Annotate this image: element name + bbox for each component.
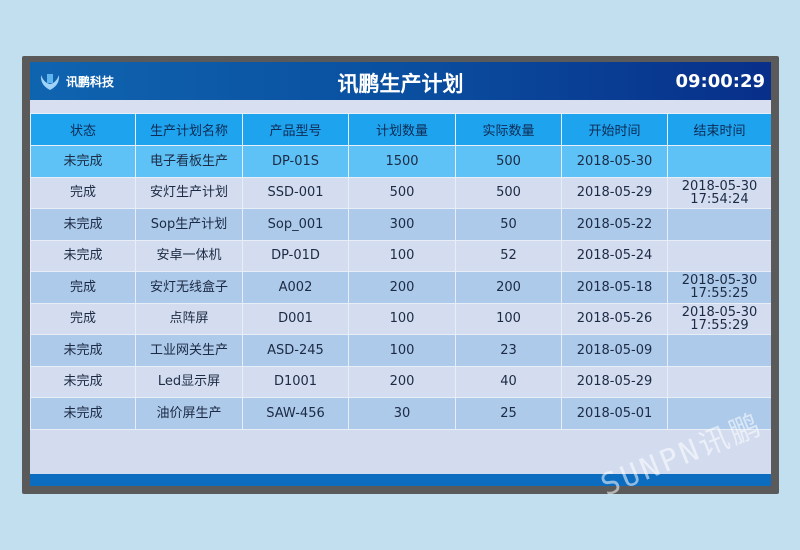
table-cell: 未完成 [30, 334, 136, 367]
table-cell: 52 [455, 239, 562, 272]
table-header-row: 状态 生产计划名称 产品型号 计划数量 实际数量 开始时间 结束时间 [30, 113, 771, 146]
table-cell: A002 [242, 271, 349, 304]
column-header: 生产计划名称 [135, 113, 243, 146]
table-cell: 100 [348, 334, 456, 367]
table-cell: 油价屏生产 [135, 397, 243, 430]
table-cell: 完成 [30, 176, 136, 209]
table-cell: SAW-456 [242, 397, 349, 430]
table-cell: 完成 [30, 271, 136, 304]
table-row[interactable]: 完成 安灯生产计划 SSD-001 500 500 2018-05-29 2018-05-3… [30, 176, 771, 209]
table-cell: 2018-05-22 [561, 208, 668, 241]
table-cell: DP-01D [242, 239, 349, 272]
table-cell: 电子看板生产 [135, 145, 243, 178]
table-cell: 未完成 [30, 145, 136, 178]
table-cell: 未完成 [30, 239, 136, 272]
table-cell: 安灯生产计划 [135, 176, 243, 209]
table-cell: 2018-05-29 [561, 176, 668, 209]
table-cell: D001 [242, 302, 349, 335]
table-cell: ASD-245 [242, 334, 349, 367]
column-header: 计划数量 [348, 113, 456, 146]
table-cell: 安卓一体机 [135, 239, 243, 272]
table-cell: 50 [455, 208, 562, 241]
table-cell: 200 [455, 271, 562, 304]
table-cell [667, 208, 771, 241]
table-cell: 200 [348, 365, 456, 398]
header-strip [30, 100, 771, 113]
header-bar: 讯鹏科技 讯鹏生产计划 09:00:29 [30, 62, 771, 100]
table-cell [667, 239, 771, 272]
table-cell: 100 [348, 302, 456, 335]
clock: 09:00:29 [675, 71, 765, 92]
table-cell [667, 145, 771, 178]
table-cell: 点阵屏 [135, 302, 243, 335]
logo-text: 讯鹏科技 [66, 74, 115, 89]
table-cell [667, 365, 771, 398]
column-header: 结束时间 [667, 113, 771, 146]
production-plan-table: 状态 生产计划名称 产品型号 计划数量 实际数量 开始时间 结束时间 未完成 电子看板生产 DP… [30, 113, 771, 430]
table-cell: 2018-05-30 17:55:29 [667, 302, 771, 335]
table-cell: Sop生产计划 [135, 208, 243, 241]
table-cell: 未完成 [30, 397, 136, 430]
table-cell: 2018-05-26 [561, 302, 668, 335]
table-cell: 500 [455, 145, 562, 178]
table-cell: 100 [348, 239, 456, 272]
page-title: 讯鹏生产计划 [337, 72, 464, 96]
table-cell: 500 [455, 176, 562, 209]
table-cell: 未完成 [30, 208, 136, 241]
table-cell [667, 397, 771, 430]
table-cell: 500 [348, 176, 456, 209]
screen: 讯鹏科技 讯鹏生产计划 09:00:29 状态 生产计划名称 产品型号 计划数量 实际数… [30, 62, 771, 486]
table-cell: 未完成 [30, 365, 136, 398]
table-cell [667, 334, 771, 367]
table-cell: 30 [348, 397, 456, 430]
table-cell: 200 [348, 271, 456, 304]
table-row[interactable]: 未完成 电子看板生产 DP-01S 1500 500 2018-05-30 [30, 145, 771, 178]
table-cell: 2018-05-30 17:54:24 [667, 176, 771, 209]
bottom-bar [30, 474, 771, 486]
column-header: 产品型号 [242, 113, 349, 146]
table-cell: Led显示屏 [135, 365, 243, 398]
table-row[interactable]: 未完成 油价屏生产 SAW-456 30 25 2018-05-01 [30, 397, 771, 430]
table-cell: 25 [455, 397, 562, 430]
table-cell: 23 [455, 334, 562, 367]
logo: 讯鹏科技 [38, 69, 114, 93]
column-header: 实际数量 [455, 113, 562, 146]
table-cell: 2018-05-30 17:55:25 [667, 271, 771, 304]
table-cell: 安灯无线盒子 [135, 271, 243, 304]
table-cell: 300 [348, 208, 456, 241]
table-cell: 40 [455, 365, 562, 398]
table-cell: SSD-001 [242, 176, 349, 209]
table-row[interactable]: 未完成 Led显示屏 D1001 200 40 2018-05-29 [30, 365, 771, 398]
table-cell: 2018-05-24 [561, 239, 668, 272]
table-cell: 2018-05-01 [561, 397, 668, 430]
table-cell: Sop_001 [242, 208, 349, 241]
column-header: 开始时间 [561, 113, 668, 146]
table-cell: 2018-05-09 [561, 334, 668, 367]
table-cell: 完成 [30, 302, 136, 335]
table-cell: DP-01S [242, 145, 349, 178]
logo-icon [40, 74, 60, 90]
table-row[interactable]: 未完成 安卓一体机 DP-01D 100 52 2018-05-24 [30, 239, 771, 272]
table-cell: D1001 [242, 365, 349, 398]
table-cell: 2018-05-18 [561, 271, 668, 304]
table-cell: 100 [455, 302, 562, 335]
table-cell: 工业网关生产 [135, 334, 243, 367]
table-row[interactable]: 完成 安灯无线盒子 A002 200 200 2018-05-18 2018-05-30 1… [30, 271, 771, 304]
table-cell: 1500 [348, 145, 456, 178]
table-cell: 2018-05-29 [561, 365, 668, 398]
table-row[interactable]: 未完成 Sop生产计划 Sop_001 300 50 2018-05-22 [30, 208, 771, 241]
column-header: 状态 [30, 113, 136, 146]
table-cell: 2018-05-30 [561, 145, 668, 178]
table-row[interactable]: 完成 点阵屏 D001 100 100 2018-05-26 2018-05-30 17:5… [30, 302, 771, 335]
table-row[interactable]: 未完成 工业网关生产 ASD-245 100 23 2018-05-09 [30, 334, 771, 367]
